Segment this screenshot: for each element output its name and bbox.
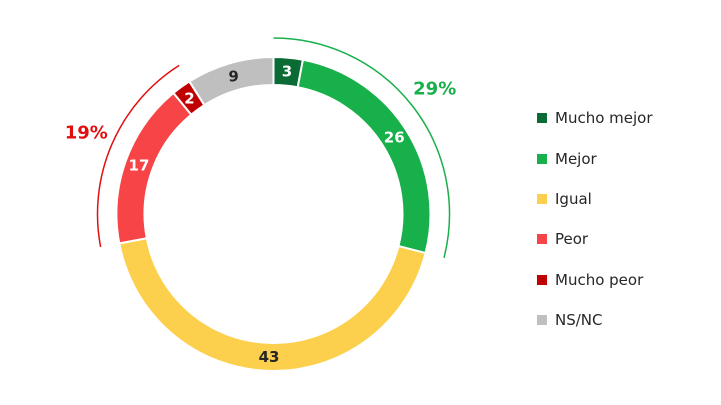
- legend-swatch: [537, 153, 547, 164]
- group-arc-2: [96, 64, 180, 248]
- legend-label: NS/NC: [555, 311, 603, 330]
- slice-ns-nc: [187, 55, 275, 107]
- slice-mejor: [296, 58, 432, 255]
- legend-swatch: [537, 113, 547, 124]
- legend-swatch: [537, 234, 547, 245]
- group-arc-1: [273, 37, 451, 258]
- legend: Mucho mejor Mejor Igual Peor Mucho peor NS/NC: [537, 98, 653, 340]
- legend-label: Mucho mejor: [555, 109, 653, 128]
- legend-label: Igual: [555, 189, 592, 208]
- legend-swatch: [537, 274, 547, 285]
- legend-label: Peor: [555, 230, 589, 249]
- legend-item-mejor: Mejor: [537, 138, 653, 178]
- group-brackets: 29% 19%: [65, 37, 456, 258]
- legend-item-igual: Igual: [537, 179, 653, 219]
- data-label-igual: 43: [259, 348, 280, 366]
- data-label-mejor: 26: [384, 128, 405, 146]
- legend-label: Mucho peor: [555, 270, 644, 289]
- data-label-peor: 17: [129, 157, 150, 175]
- legend-swatch: [537, 193, 547, 204]
- legend-item-mucho-mejor: Mucho mejor: [537, 98, 653, 138]
- data-label-mucho-peor: 2: [184, 89, 194, 107]
- group-label-2: 19%: [65, 122, 108, 143]
- group-label-1: 29%: [413, 78, 456, 99]
- legend-item-mucho-peor: Mucho peor: [537, 260, 653, 300]
- legend-swatch: [537, 315, 547, 326]
- slice-labels: 3 26 43 17 2 9: [129, 63, 405, 366]
- legend-item-peor: Peor: [537, 219, 653, 259]
- data-label-ns-nc: 9: [228, 68, 238, 86]
- legend-label: Mejor: [555, 149, 597, 168]
- data-label-mucho-mejor: 3: [282, 63, 292, 81]
- legend-item-ns-nc: NS/NC: [537, 300, 653, 340]
- donut-slices: [115, 55, 432, 372]
